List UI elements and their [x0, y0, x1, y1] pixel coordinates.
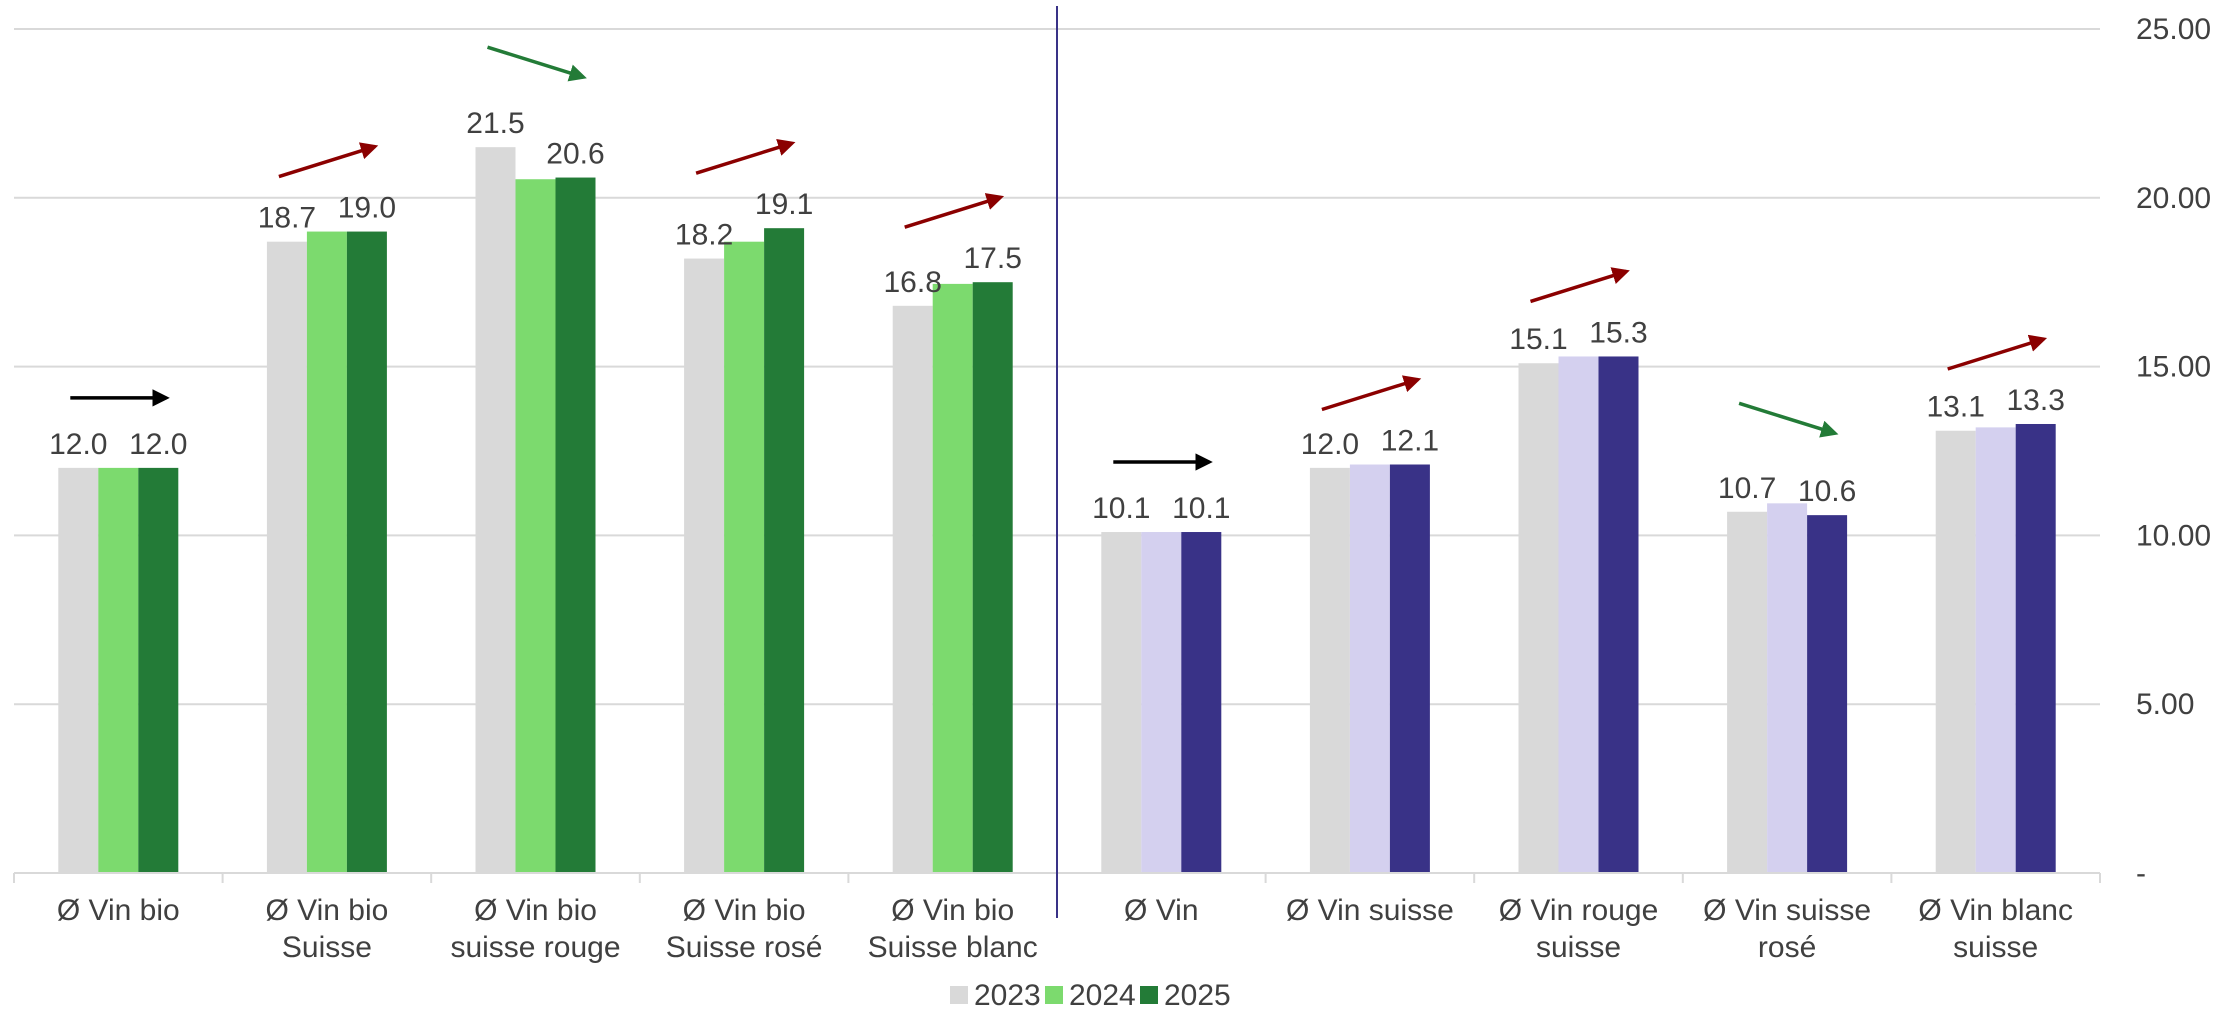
y-tick-label: 10.00: [2136, 519, 2211, 552]
trend-arrow-up: [695, 139, 796, 175]
legend-label-2025: 2025: [1164, 979, 1231, 1012]
bar-2023: [1101, 532, 1142, 873]
data-label: 13.1: [1927, 391, 1985, 424]
bar-2024: [515, 179, 556, 873]
trend-arrow-up: [1529, 267, 1630, 304]
category-label: Ø Vin bio Suisse blanc: [868, 894, 1038, 964]
category-label: Ø Vin rouge suisse: [1499, 894, 1659, 964]
bar-2024: [1975, 427, 2016, 873]
bar-2025: [2015, 423, 2056, 873]
category-label: Ø Vin: [1124, 894, 1199, 927]
bar-2023: [1309, 467, 1350, 873]
bar-2023: [58, 467, 99, 873]
trend-arrows: [70, 45, 2048, 471]
category-label: Ø Vin blanc suisse: [1918, 894, 2073, 964]
category-label: Ø Vin suisse: [1286, 894, 1454, 927]
legend-label-2024: 2024: [1069, 979, 1136, 1012]
data-label: 16.8: [884, 266, 942, 299]
data-label: 20.6: [546, 138, 604, 171]
bar-2023: [475, 147, 516, 873]
bar-2024: [98, 467, 139, 873]
bars: [58, 147, 2056, 874]
trend-arrow-down: [486, 45, 587, 82]
legend-swatch-2024: [1045, 986, 1063, 1004]
category-label: Ø Vin bio Suisse: [265, 894, 388, 964]
data-label: 10.1: [1092, 492, 1150, 525]
category-label: Ø Vin bio Suisse rosé: [666, 894, 823, 964]
bar-2023: [1727, 511, 1768, 873]
category-label: Ø Vin suisse rosé: [1703, 894, 1871, 964]
bar-2025: [138, 467, 179, 873]
bar-2023: [266, 241, 307, 874]
bar-2025: [1598, 356, 1639, 873]
data-label: 10.7: [1718, 472, 1776, 505]
bar-2025: [555, 177, 596, 873]
legend-swatch-2025: [1140, 986, 1158, 1004]
bar-2025: [346, 231, 387, 873]
bar-2025: [1389, 464, 1430, 873]
data-label: 12.1: [1381, 425, 1439, 458]
legend: 2023 2024 2025: [950, 979, 1231, 1012]
bar-2023: [1935, 430, 1976, 873]
category-labels: Ø Vin bio Ø Vin bio Suisse Ø Vin bio suisse …: [57, 894, 2073, 964]
data-label: 15.1: [1509, 323, 1567, 356]
bar-2024: [1349, 464, 1390, 873]
data-label: 19.0: [338, 192, 396, 225]
y-axis-tick-labels: - 5.00 10.00 15.00 20.00 25.00: [2136, 13, 2211, 890]
bar-2024: [306, 231, 347, 873]
data-label: 12.0: [129, 428, 187, 461]
bar-2025: [972, 282, 1013, 873]
trend-arrow-up: [278, 142, 379, 179]
data-label: 18.2: [675, 219, 733, 252]
bar-2025: [764, 228, 805, 873]
y-tick-label: 5.00: [2136, 688, 2194, 721]
data-labels: 12.0 12.0 18.7 19.0 21.5 20.6 18.2 19.1 16.8 17.5…: [49, 107, 2065, 525]
trend-arrow-down: [1738, 401, 1839, 438]
data-label: 13.3: [2007, 384, 2065, 417]
data-label: 10.6: [1798, 475, 1856, 508]
data-label: 21.5: [466, 107, 524, 140]
bar-2024: [1767, 503, 1808, 873]
data-label: 10.1: [1172, 492, 1230, 525]
y-tick-label: -: [2136, 857, 2146, 890]
category-label: Ø Vin bio: [57, 894, 180, 927]
bar-2023: [684, 258, 725, 873]
data-label: 15.3: [1589, 316, 1647, 349]
legend-label-2023: 2023: [974, 979, 1041, 1012]
y-tick-label: 15.00: [2136, 351, 2211, 384]
legend-swatch-2023: [950, 986, 968, 1004]
data-label: 18.7: [258, 202, 316, 235]
data-label: 19.1: [755, 188, 813, 221]
trend-arrow-up: [1947, 334, 2048, 371]
bar-2024: [1558, 356, 1599, 873]
y-tick-label: 20.00: [2136, 182, 2211, 215]
bar-2025: [1807, 515, 1848, 873]
bar-2025: [1181, 532, 1222, 873]
bar-2023: [892, 305, 933, 873]
data-label: 12.0: [49, 428, 107, 461]
y-tick-label: 25.00: [2136, 13, 2211, 46]
trend-arrow-up: [904, 193, 1005, 229]
data-label: 17.5: [964, 242, 1022, 275]
trend-arrow-up: [1321, 375, 1422, 412]
data-label: 12.0: [1301, 428, 1359, 461]
bar-2024: [932, 283, 973, 873]
bar-2024: [724, 241, 765, 874]
bar-2023: [1518, 363, 1559, 873]
category-label: Ø Vin bio suisse rouge: [450, 894, 620, 964]
bar-2024: [1141, 532, 1182, 873]
